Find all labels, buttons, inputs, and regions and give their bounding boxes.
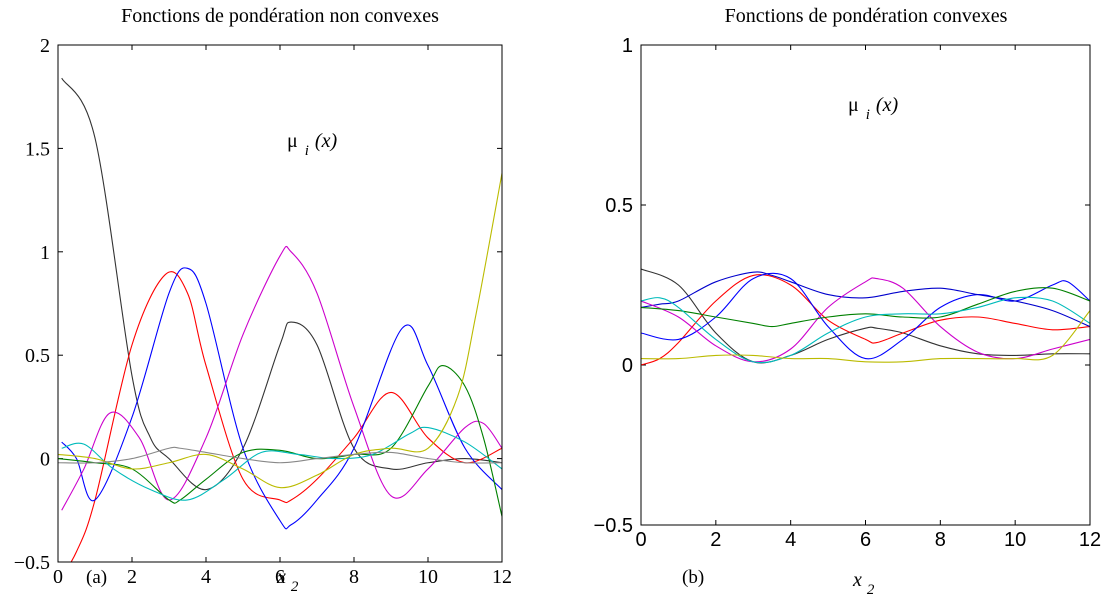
series-line-b-3 [641,272,1090,360]
series-line-a-8 [58,446,502,464]
y-tick-label-a: 0.5 [25,345,50,367]
y-tick-label-b: 0 [622,355,633,377]
annotation-mu-base-a: μ [287,130,298,152]
panel-b: Fonctions de pondération convexes 0 2 4 6 8 1… [594,5,1102,598]
x-axis-label-main-a: x [276,566,286,588]
x-axis-label-a: x 2 [276,566,299,595]
series-line-a-6 [61,426,502,501]
x-tick-label-a: 6 [275,566,285,588]
x-axis-label-sub-a: 2 [291,579,299,595]
series-line-a-5 [58,364,502,517]
series-line-b-8 [641,310,1090,363]
annotation-mu-sub-b: i [866,107,870,123]
x-tick-label-b: 0 [635,529,646,551]
x-tick-label-a: 12 [492,566,512,588]
plot-frame-b [640,44,1091,526]
y-tick-label-b: 0.5 [605,195,633,217]
series-line-b-4 [641,271,1090,328]
annotation-mu-args-a: (x) [315,130,338,152]
plot-frame-a [57,44,503,563]
y-tick-label-a: 2 [40,35,50,57]
series-group-a [58,77,502,562]
x-axis-label-main-b: x [852,569,862,591]
y-tick-label-a: 0 [40,449,50,471]
y-tick-label-a: −0.5 [14,552,50,574]
series-line-b-6 [641,287,1090,328]
x-tick-label-b: 12 [1079,529,1101,551]
annotation-mu-base-b: μ [848,94,859,116]
x-tick-label-a: 2 [127,566,137,588]
series-group-b [641,268,1090,366]
annotation-mu-args-b: (x) [876,94,899,116]
x-axis-label-b: x 2 [852,569,875,598]
series-line-b-2 [641,274,1090,366]
series-line-a-3 [61,267,502,530]
panel-label-a: (a) [86,567,107,588]
series-line-b-7 [641,296,1090,364]
y-tick-label-b: 1 [622,35,633,57]
x-tick-label-b: 6 [860,529,871,551]
x-tick-label-a: 10 [418,566,438,588]
x-axis-label-sub-b: 2 [867,582,875,598]
x-tick-label-b: 10 [1004,529,1026,551]
annotation-mu-b: μ i (x) [848,94,898,124]
series-line-b-1 [641,268,1090,364]
annotation-mu-a: μ i (x) [287,130,337,160]
series-line-a-7 [58,173,502,489]
series-line-a-1 [61,77,502,491]
panel-label-b: (b) [682,567,704,588]
series-line-a-4 [61,245,502,511]
axis-ticks-a: 0 2 4 6 8 10 12−0.500.511.52 [14,35,512,588]
panel-a: Fonctions de pondération non convexes 0 2… [14,5,512,595]
series-line-a-2 [70,271,502,562]
x-tick-label-b: 2 [710,529,721,551]
annotation-mu-sub-a: i [305,143,309,159]
y-tick-label-a: 1.5 [25,138,50,160]
y-tick-label-b: −0.5 [594,515,633,537]
x-tick-label-a: 0 [53,566,63,588]
x-tick-label-b: 4 [785,529,796,551]
x-tick-label-a: 4 [201,566,211,588]
chart-title-b: Fonctions de pondération convexes [725,5,1008,27]
axis-ticks-b: 0 2 4 6 8 10 12−0.500.51 [594,35,1102,551]
x-tick-label-a: 8 [349,566,359,588]
chart-title-a: Fonctions de pondération non convexes [121,5,439,27]
y-tick-label-a: 1 [40,242,50,264]
x-tick-label-b: 8 [935,529,946,551]
